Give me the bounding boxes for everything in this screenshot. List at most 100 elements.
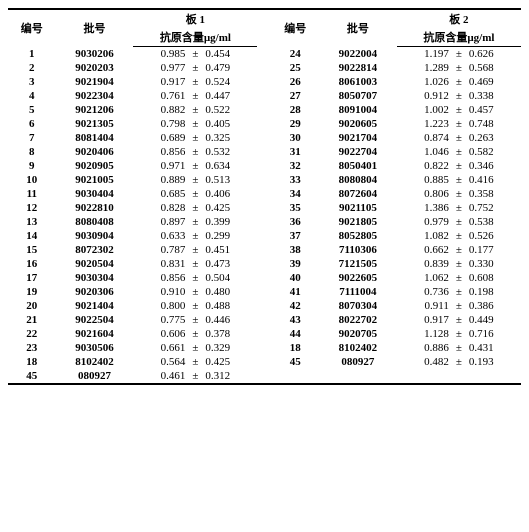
gap — [257, 75, 271, 89]
row-sd: 0.425 — [203, 201, 257, 215]
row-sd: 0.504 — [203, 271, 257, 285]
row-batch: 8022702 — [319, 313, 397, 327]
row-value: 0.461 — [133, 369, 187, 384]
row-batch: 9021305 — [56, 117, 134, 131]
row-batch: 9020203 — [56, 61, 134, 75]
row-num: 25 — [271, 61, 319, 75]
gap — [257, 369, 271, 384]
row-value: 0.662 — [397, 243, 451, 257]
row-num: 45 — [271, 355, 319, 369]
row-num: 36 — [271, 215, 319, 229]
row-num: 15 — [8, 243, 56, 257]
row-num: 16 — [8, 257, 56, 271]
row-value: 0.606 — [133, 327, 187, 341]
row-batch: 9022704 — [319, 145, 397, 159]
plus-minus: ± — [187, 89, 203, 103]
row-num: 6 — [8, 117, 56, 131]
row-sd: 0.263 — [467, 131, 521, 145]
row-num: 9 — [8, 159, 56, 173]
hdr-batch-right: 批号 — [319, 9, 397, 47]
row-sd: 0.454 — [203, 47, 257, 62]
plus-minus: ± — [451, 271, 467, 285]
row-num: 33 — [271, 173, 319, 187]
row-num: 3 — [8, 75, 56, 89]
row-num: 43 — [271, 313, 319, 327]
plus-minus: ± — [187, 313, 203, 327]
row-sd: 0.480 — [203, 285, 257, 299]
row-value: 0.689 — [133, 131, 187, 145]
row-batch: 8050707 — [319, 89, 397, 103]
row-num: 37 — [271, 229, 319, 243]
plus-minus: ± — [451, 355, 467, 369]
gap — [257, 257, 271, 271]
row-sd: 0.451 — [203, 243, 257, 257]
row-num: 35 — [271, 201, 319, 215]
row-batch: 080927 — [319, 355, 397, 369]
row-value: 0.839 — [397, 257, 451, 271]
row-num: 32 — [271, 159, 319, 173]
row-value: 1.026 — [397, 75, 451, 89]
plus-minus: ± — [187, 187, 203, 201]
plus-minus: ± — [451, 145, 467, 159]
row-sd: 0.513 — [203, 173, 257, 187]
plus-minus: ± — [187, 75, 203, 89]
row-value: 1.062 — [397, 271, 451, 285]
row-num: 17 — [8, 271, 56, 285]
gap — [257, 103, 271, 117]
row-value: 0.889 — [133, 173, 187, 187]
row-batch: 9021604 — [56, 327, 134, 341]
gap — [257, 131, 271, 145]
row-batch: 9030206 — [56, 47, 134, 62]
row-num: 41 — [271, 285, 319, 299]
row-value: 1.046 — [397, 145, 451, 159]
gap — [257, 299, 271, 313]
row-value: 0.917 — [133, 75, 187, 89]
row-batch: 9030506 — [56, 341, 134, 355]
plus-minus: ± — [451, 341, 467, 355]
row-num: 5 — [8, 103, 56, 117]
row-batch: 9030304 — [56, 271, 134, 285]
plus-minus: ± — [451, 215, 467, 229]
empty — [319, 369, 397, 384]
row-value: 0.775 — [133, 313, 187, 327]
row-num: 11 — [8, 187, 56, 201]
row-batch: 8080804 — [319, 173, 397, 187]
row-sd: 0.431 — [467, 341, 521, 355]
row-batch: 9021005 — [56, 173, 134, 187]
plus-minus: ± — [187, 229, 203, 243]
row-batch: 9020406 — [56, 145, 134, 159]
row-num: 23 — [8, 341, 56, 355]
row-sd: 0.416 — [467, 173, 521, 187]
hdr-plate1: 板 1 — [133, 9, 257, 28]
plus-minus: ± — [187, 341, 203, 355]
row-value: 0.886 — [397, 341, 451, 355]
gap — [257, 187, 271, 201]
row-sd: 0.330 — [467, 257, 521, 271]
plus-minus: ± — [187, 61, 203, 75]
plus-minus: ± — [187, 257, 203, 271]
row-value: 0.806 — [397, 187, 451, 201]
row-value: 1.289 — [397, 61, 451, 75]
row-num: 1 — [8, 47, 56, 62]
row-sd: 0.358 — [467, 187, 521, 201]
plus-minus: ± — [187, 173, 203, 187]
row-sd: 0.479 — [203, 61, 257, 75]
gap — [257, 327, 271, 341]
row-batch: 9030904 — [56, 229, 134, 243]
row-batch: 9021206 — [56, 103, 134, 117]
row-sd: 0.346 — [467, 159, 521, 173]
row-num: 12 — [8, 201, 56, 215]
gap — [257, 341, 271, 355]
row-value: 0.564 — [133, 355, 187, 369]
row-batch: 9021704 — [319, 131, 397, 145]
plus-minus: ± — [451, 103, 467, 117]
row-sd: 0.193 — [467, 355, 521, 369]
row-sd: 0.748 — [467, 117, 521, 131]
gap — [257, 243, 271, 257]
plus-minus: ± — [187, 201, 203, 215]
row-value: 0.979 — [397, 215, 451, 229]
row-batch: 8072604 — [319, 187, 397, 201]
row-value: 1.128 — [397, 327, 451, 341]
row-value: 1.386 — [397, 201, 451, 215]
row-num: 4 — [8, 89, 56, 103]
